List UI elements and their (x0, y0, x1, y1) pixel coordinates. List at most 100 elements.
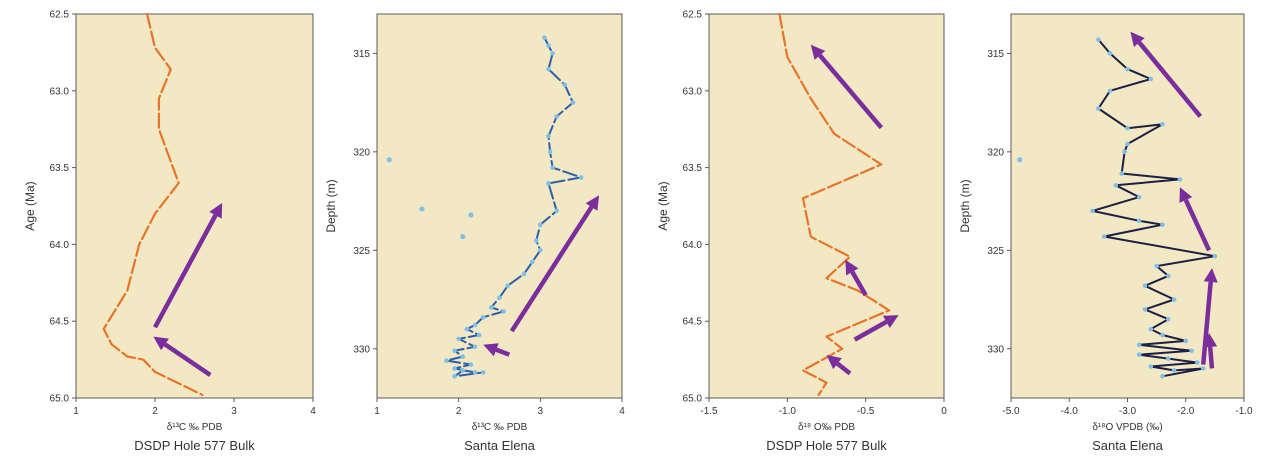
y-tick-label: 330 (353, 344, 370, 355)
trend-arrow-shaft (1183, 199, 1212, 252)
data-point (1189, 348, 1194, 354)
panel-caption: DSDP Hole 577 Bulk (766, 438, 887, 453)
y-tick-label: 65.0 (683, 394, 703, 405)
y-tick-label: 64.0 (50, 240, 70, 251)
x-tick-label: -2.0 (1177, 406, 1195, 417)
data-point (1212, 253, 1218, 259)
x-axis-label: δ¹⁸ O‰ PDB (798, 422, 855, 433)
x-tick-label: -1.0 (779, 406, 797, 417)
trend-arrow-head (153, 336, 169, 351)
y-tick-label: 64.5 (50, 317, 70, 328)
data-point (1142, 307, 1148, 312)
trend-arrow-head (1203, 268, 1218, 283)
x-tick-label: 4 (619, 406, 625, 417)
panel-caption: Santa Elena (1092, 438, 1164, 453)
data-point (1148, 326, 1154, 332)
outlier-point (1017, 157, 1023, 163)
data-point (505, 283, 510, 289)
data-point (1119, 171, 1124, 176)
x-tick-label: 3 (538, 406, 544, 417)
x-axis-label: δ¹⁸O VPDB (‰) (1092, 422, 1162, 433)
data-point (1125, 141, 1130, 147)
trend-arrow-head (882, 315, 899, 328)
data-point (1195, 360, 1200, 365)
data-point (1125, 66, 1130, 72)
data-point (1148, 364, 1154, 369)
data-point (547, 149, 553, 155)
data-point (550, 165, 555, 170)
trend-arrow-head (826, 355, 842, 370)
y-tick-label: 64.5 (683, 317, 703, 328)
x-tick-label: -3.0 (1119, 406, 1137, 417)
data-point (546, 133, 551, 139)
data-point (1125, 125, 1130, 131)
y-tick-label: 63.0 (50, 86, 70, 97)
data-point (497, 295, 502, 300)
data-point (1160, 374, 1165, 379)
data-point (1171, 368, 1177, 373)
trend-arrow-head (1203, 333, 1218, 348)
data-point (1136, 218, 1142, 224)
data-point (1136, 194, 1142, 200)
panel-caption: Santa Elena (464, 438, 536, 453)
x-tick-label: -0.5 (857, 406, 875, 417)
data-point (550, 51, 555, 56)
plot-area (708, 13, 945, 399)
trend-arrow-shaft (153, 214, 218, 329)
data-point (538, 248, 543, 253)
data-point (542, 35, 547, 40)
x-tick-label: 2 (456, 406, 462, 417)
y-tick-label: 325 (353, 246, 370, 257)
plot-area (75, 13, 314, 399)
trend-arrow-shaft (818, 53, 884, 130)
data-point (1171, 297, 1177, 302)
data-point (1142, 283, 1148, 289)
data-point (554, 208, 559, 214)
trend-arrow-shaft (1200, 281, 1213, 365)
x-tick-label: -1.0 (1235, 406, 1253, 417)
trend-arrow-shaft (495, 347, 511, 357)
data-point (578, 175, 584, 180)
y-tick-label: 63.0 (683, 86, 703, 97)
panel-1-dsdp-carbon: 1 2 3 4 62.5 63.0 63.5 64.0 64.5 65.0 δ¹³C ‰ PDB DS… (23, 10, 316, 454)
y-tick-label: 330 (987, 344, 1004, 355)
x-tick-label: -5.0 (1002, 406, 1020, 417)
data-point (472, 322, 478, 328)
y-tick-label: 64.0 (683, 240, 703, 251)
data-point (1113, 183, 1119, 188)
trend-arrow-head (209, 202, 223, 219)
data-point (1177, 177, 1183, 182)
data-point (1090, 208, 1095, 214)
data-point (1101, 234, 1107, 239)
data-point (480, 314, 486, 320)
trend-arrow-shaft (850, 270, 868, 297)
panel-4-santa-elena-oxygen: -5.0 -4.0 -3.0 -2.0 -1.0 315 320 325 330 δ¹⁸O VPD… (958, 13, 1253, 453)
data-point (1136, 352, 1142, 357)
data-point (1200, 366, 1206, 371)
x-axis-label: δ¹³C ‰ PDB (472, 422, 528, 433)
outlier-point (460, 233, 466, 240)
panel-3-dsdp-oxygen: -1.5 -1.0 -0.5 0 62.5 63.0 63.5 64.0 64.5 65.0 δ¹⁸… (656, 10, 947, 454)
outlier-point (468, 212, 474, 218)
data-point (480, 370, 486, 375)
y-tick-label: 62.5 (683, 10, 703, 21)
data-point (1160, 121, 1165, 127)
y-axis-label: Depth (m) (958, 179, 972, 232)
panel-2-santa-elena-carbon: 1 2 3 4 315 320 325 330 δ¹³C ‰ PDB Santa Elena Dep… (324, 13, 625, 453)
data-point (452, 374, 457, 379)
series-line (102, 12, 204, 396)
data-point (464, 326, 470, 332)
data-point (1096, 106, 1101, 111)
outlier-point (386, 157, 392, 163)
data-point (533, 238, 539, 243)
data-point (468, 362, 474, 367)
data-point (1160, 332, 1165, 338)
y-tick-label: 62.5 (50, 10, 70, 21)
series-line (778, 12, 891, 396)
data-point (1148, 76, 1154, 82)
trend-arrow-head (845, 259, 859, 276)
trend-arrow-head (483, 343, 499, 357)
y-axis-label: Age (Ma) (23, 181, 37, 230)
data-point (460, 354, 466, 359)
data-point (1160, 222, 1165, 228)
